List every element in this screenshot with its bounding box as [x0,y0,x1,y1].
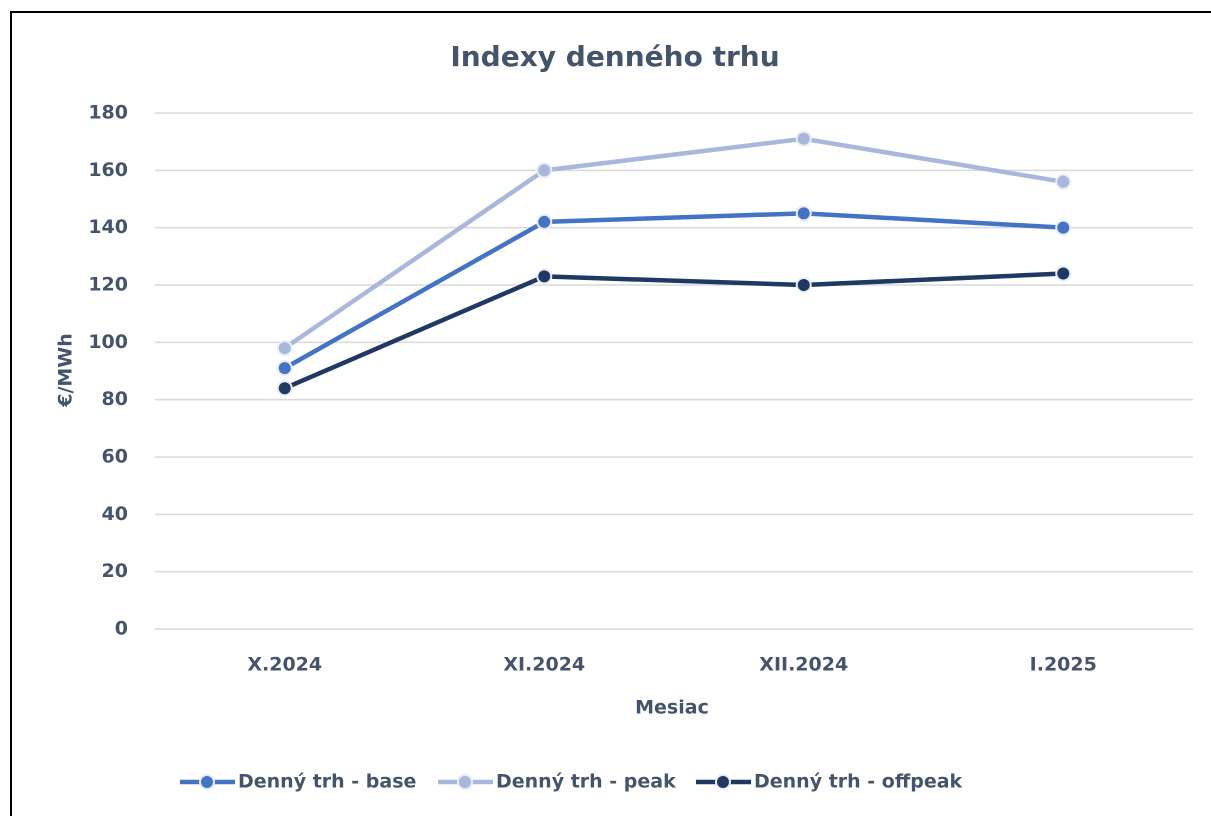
series-line [283,211,1064,371]
y-tick-label: 160 [88,159,128,181]
legend-label: Denný trh - peak [496,771,676,793]
data-point [795,205,812,222]
y-tick-label: 80 [102,388,128,410]
y-tick-label: 60 [102,446,128,468]
data-point [276,380,293,397]
legend-swatch-marker [457,774,473,790]
y-tick-label: 0 [115,618,128,640]
data-point [536,268,553,285]
chart-title: Indexy denného trhu [450,40,779,73]
series-line [283,271,1064,391]
data-point [1055,219,1072,236]
legend-label: Denný trh - offpeak [754,771,963,793]
x-axis-label: Mesiac [635,697,709,719]
y-tick-label: 120 [88,274,128,296]
series-line [283,136,1064,350]
data-point [795,130,812,147]
legend-swatch-marker [199,774,215,790]
data-point [536,162,553,179]
legend-swatch-marker [715,774,731,790]
y-tick-label: 180 [88,102,128,124]
legend-label: Denný trh - base [238,771,416,793]
x-tick-label: I.2025 [1030,654,1097,676]
data-point [1055,173,1072,190]
y-tick-label: 40 [102,503,128,525]
y-tick-label: 20 [102,560,128,582]
x-tick-label: XII.2024 [759,654,848,676]
y-tick-label: 140 [88,216,128,238]
y-axis-label: €/MWh [55,333,77,408]
chart-frame [10,11,1211,816]
data-point [276,340,293,357]
data-point [536,213,553,230]
data-point [1055,265,1072,282]
x-tick-label: X.2024 [247,654,322,676]
data-point [795,277,812,293]
y-tick-label: 100 [88,331,128,353]
data-point [276,360,293,377]
x-tick-label: XI.2024 [503,654,585,676]
